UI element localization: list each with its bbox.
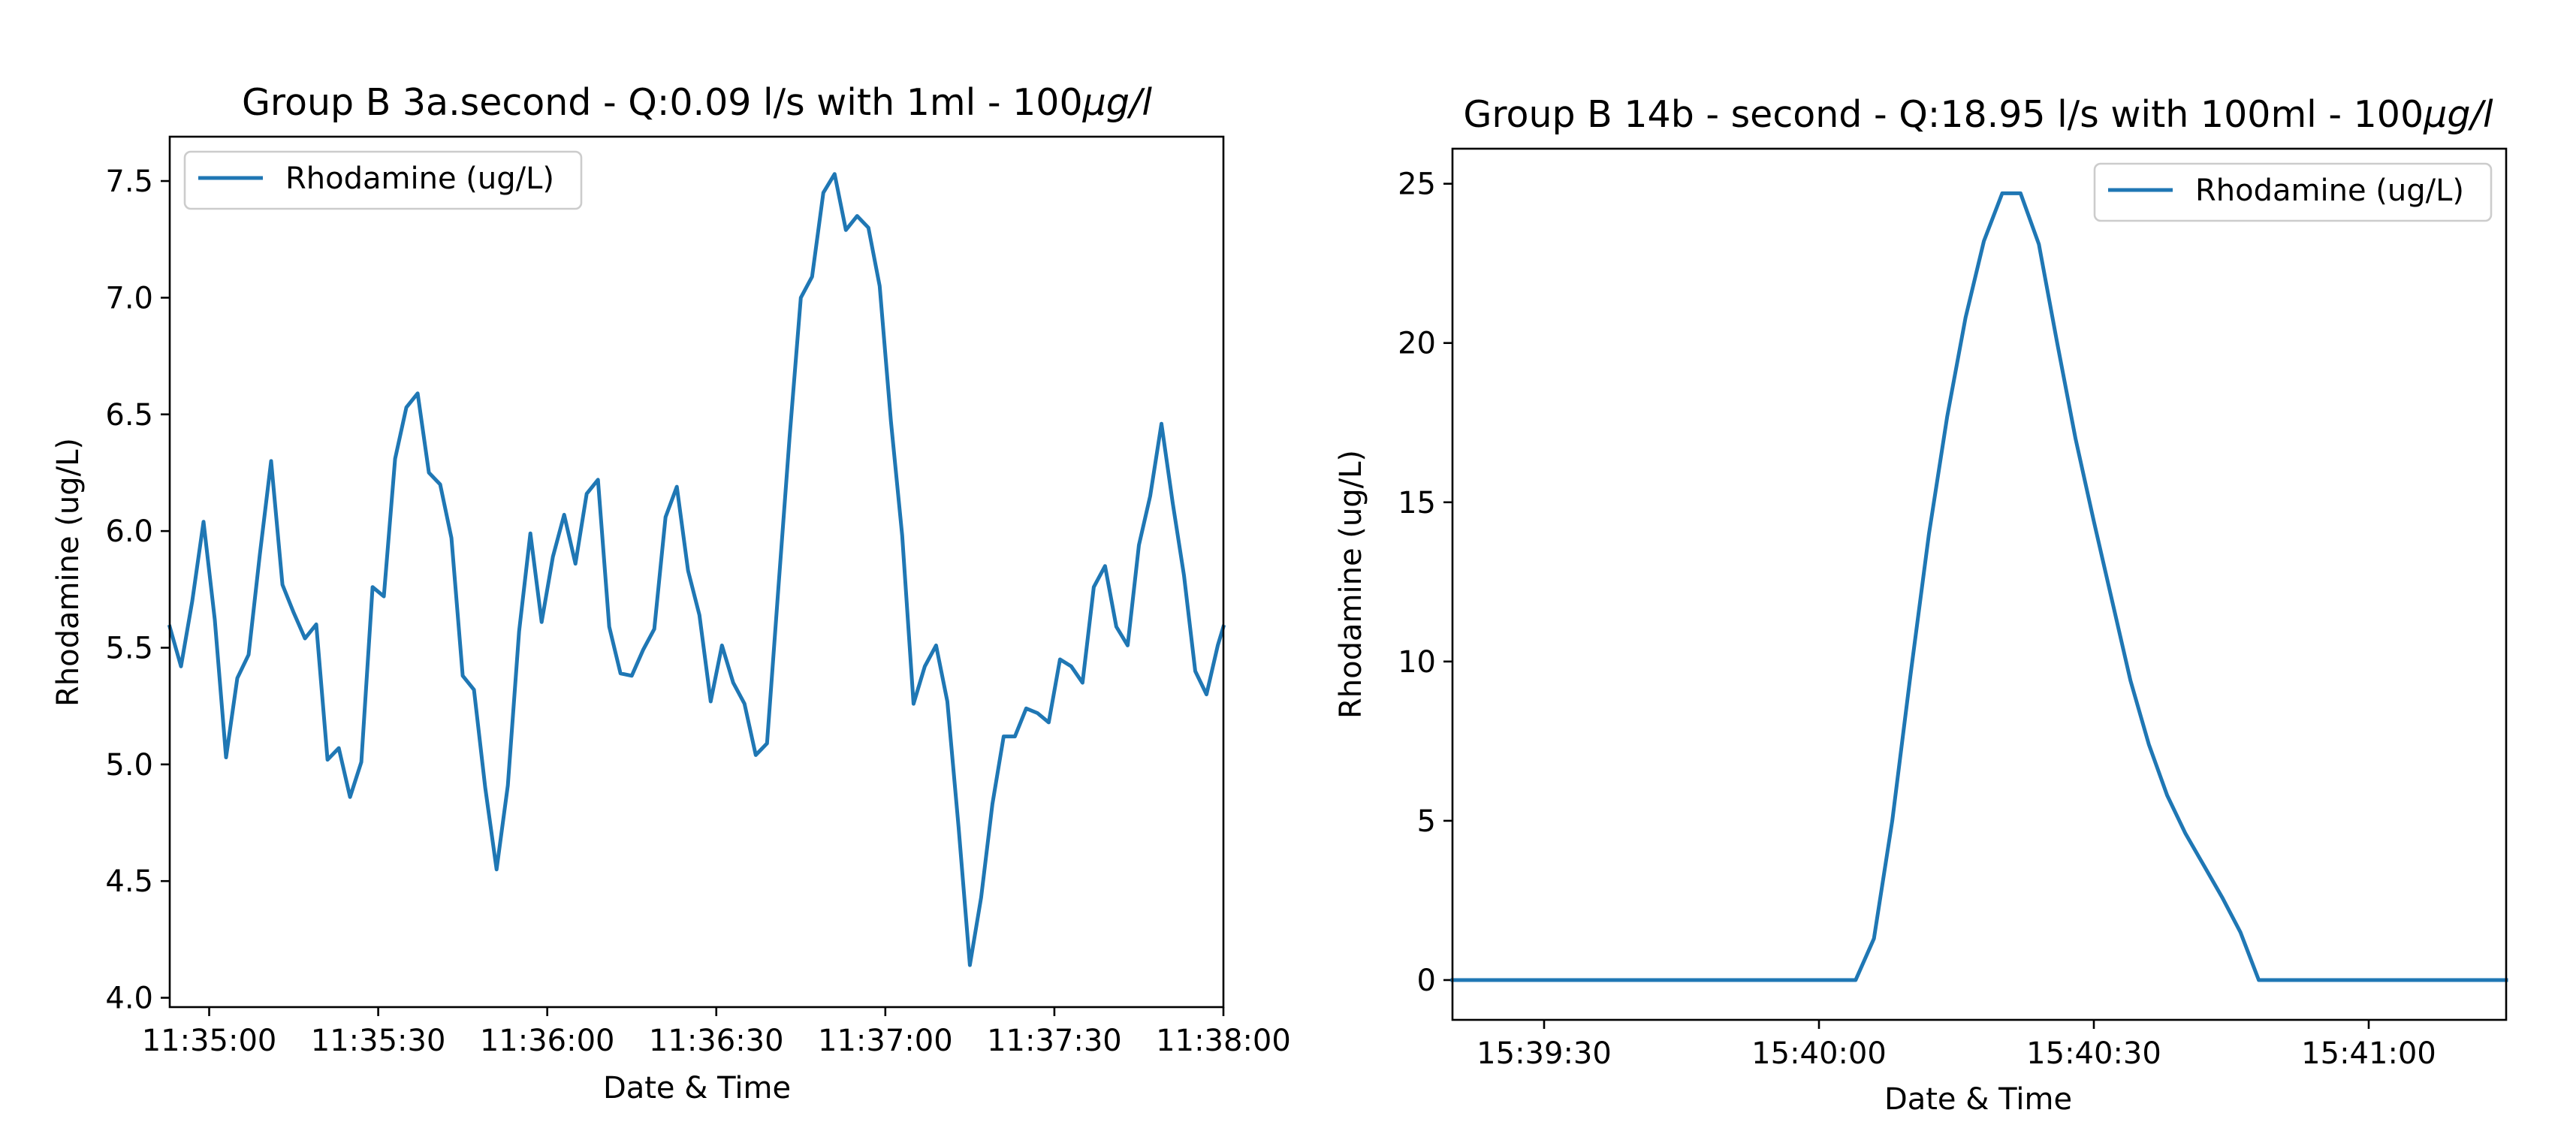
chart-right-ylabel: Rhodamine (ug/L)	[1334, 450, 1368, 719]
chart-left-y-tick-label: 6.5	[105, 398, 153, 433]
chart-right-x-tick-label: 15:39:30	[1477, 1036, 1612, 1071]
chart-left-y-tick-label: 6.0	[105, 514, 153, 549]
chart-left-x-tick-label: 11:35:30	[311, 1024, 446, 1058]
chart-left-y-tick-label: 7.5	[105, 164, 153, 199]
chart-right-y-tick-label: 10	[1398, 645, 1436, 680]
chart-right-y-tick-label: 20	[1398, 327, 1436, 361]
chart-left-y-tick-label: 4.0	[105, 982, 153, 1016]
chart-left-xlabel: Date & Time	[603, 1071, 791, 1105]
chart-left-ylabel: Rhodamine (ug/L)	[51, 438, 86, 707]
chart-right-plot-frame	[1451, 147, 2508, 1021]
chart-right-y-tick-label: 15	[1398, 486, 1436, 520]
chart-left-x-tick-label: 11:38:00	[1156, 1024, 1291, 1058]
chart-left-y-tick-label: 7.0	[105, 281, 153, 315]
chart-right-title-unit: μg/l	[2423, 93, 2493, 136]
chart-right-legend: Rhodamine (ug/L)	[2093, 162, 2493, 222]
chart-left-title-unit: μg/l	[1082, 81, 1153, 124]
chart-left-title-main: Group B 3a.second - Q:0.09 l/s with 1ml …	[242, 81, 1083, 124]
chart-left-legend-box	[183, 150, 583, 210]
chart-left-y-ticks: 4.0 4.5 5.0 5.5 6.0 6.5 7.0 7.5	[105, 164, 170, 1016]
chart-right: Group B 14b - second - Q:18.95 l/s with …	[1334, 93, 2508, 1117]
chart-right-title-main: Group B 14b - second - Q:18.95 l/s with …	[1463, 93, 2424, 136]
chart-left-legend: Rhodamine (ug/L)	[183, 150, 583, 210]
chart-left-y-tick-label: 4.5	[105, 864, 153, 899]
chart-left-x-ticks: 11:35:00 11:35:30 11:36:00 11:36:30 11:37:00…	[142, 1007, 1291, 1058]
chart-left-plot-frame	[168, 135, 1225, 1009]
chart-left-legend-label: Rhodamine (ug/L)	[285, 161, 554, 196]
chart-right-y-tick-label: 0	[1417, 964, 1436, 998]
chart-right-legend-label: Rhodamine (ug/L)	[2195, 173, 2464, 208]
chart-right-xlabel: Date & Time	[1884, 1082, 2072, 1117]
chart-left-x-tick-label: 11:36:30	[649, 1024, 784, 1058]
chart-left: Group B 3a.second - Q:0.09 l/s with 1ml …	[51, 81, 1291, 1105]
chart-left-x-tick-label: 11:37:00	[818, 1024, 953, 1058]
chart-right-title: Group B 14b - second - Q:18.95 l/s with …	[1463, 93, 2493, 136]
chart-left-x-tick-label: 11:36:00	[480, 1024, 615, 1058]
chart-right-x-tick-label: 15:40:00	[1751, 1036, 1887, 1071]
chart-right-series-line	[1450, 191, 2508, 982]
chart-right-y-ticks: 0 5 10 15 20 25	[1398, 167, 1452, 998]
chart-right-y-tick-label: 25	[1398, 167, 1436, 202]
chart-left-series-line	[167, 172, 1226, 967]
chart-right-x-tick-label: 15:40:30	[2026, 1036, 2161, 1071]
chart-right-legend-box	[2093, 162, 2493, 222]
chart-right-x-tick-label: 15:41:00	[2301, 1036, 2436, 1071]
chart-left-title: Group B 3a.second - Q:0.09 l/s with 1ml …	[242, 81, 1152, 124]
chart-left-x-tick-label: 11:35:00	[142, 1024, 277, 1058]
chart-right-y-tick-label: 5	[1417, 804, 1436, 839]
chart-left-y-tick-label: 5.5	[105, 631, 153, 665]
chart-left-y-tick-label: 5.0	[105, 748, 153, 783]
chart-right-x-ticks: 15:39:30 15:40:00 15:40:30 15:41:00	[1477, 1020, 2436, 1071]
chart-left-x-tick-label: 11:37:30	[987, 1024, 1122, 1058]
